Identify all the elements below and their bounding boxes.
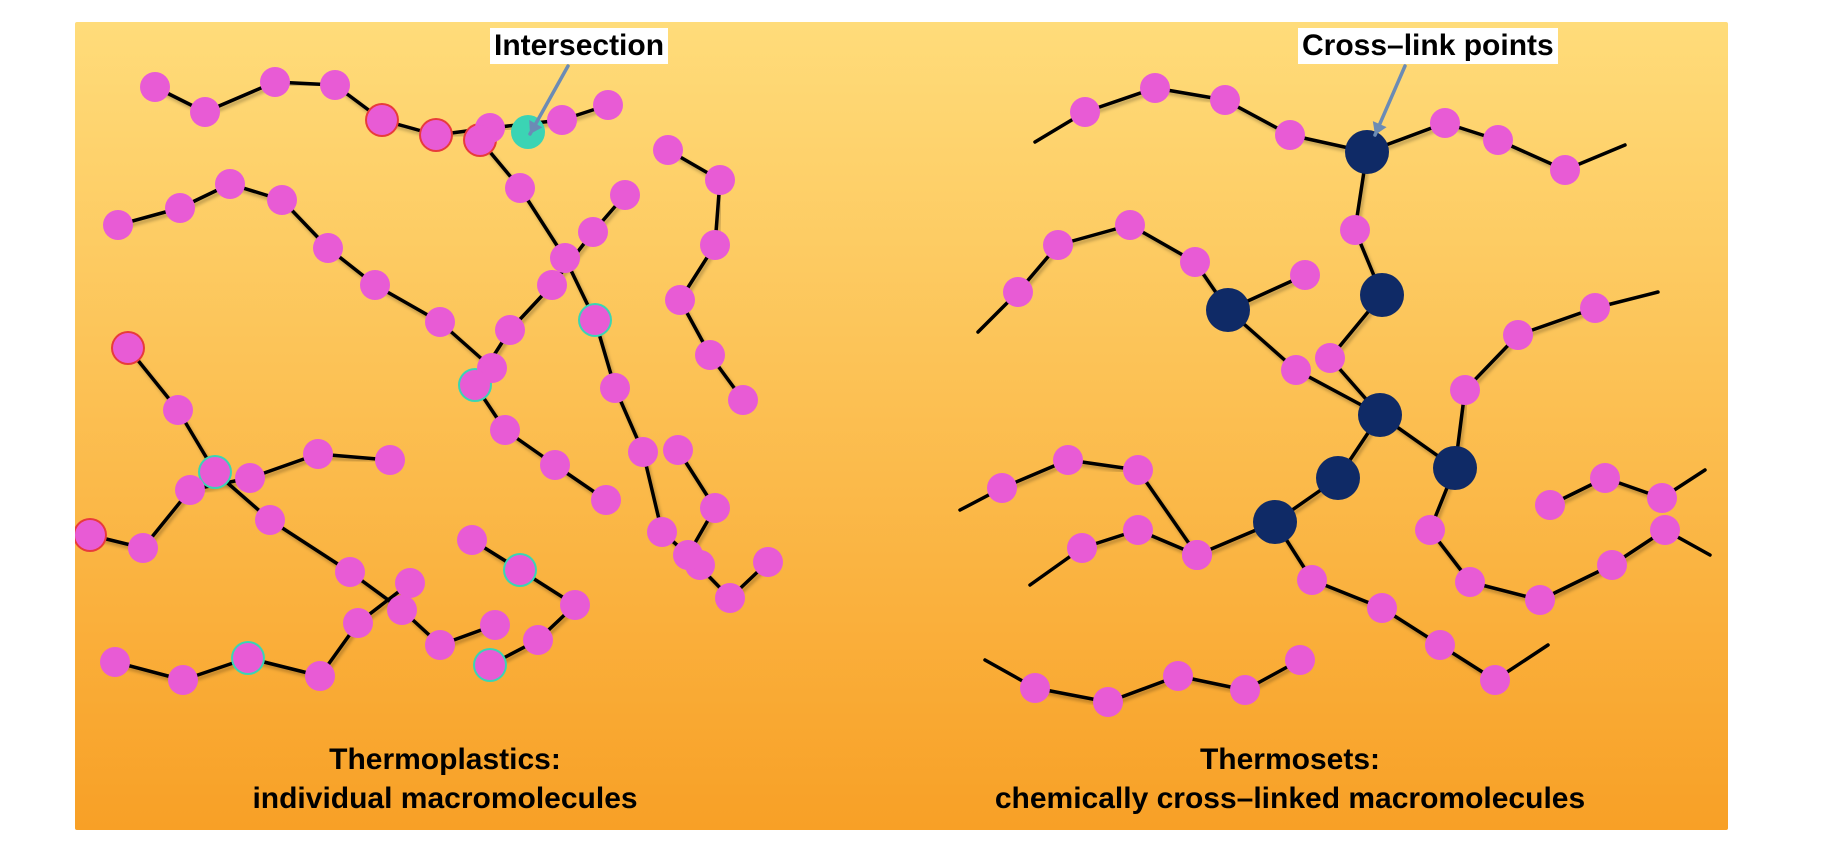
diagram-panel bbox=[75, 22, 1728, 830]
diagram-canvas: Intersection Cross–link points Thermopla… bbox=[0, 0, 1836, 861]
label-intersection-text: Intersection bbox=[494, 29, 664, 62]
label-thermosets: Thermosets: chemically cross–linked macr… bbox=[950, 740, 1630, 818]
label-crosslink-text: Cross–link points bbox=[1302, 29, 1554, 62]
label-crosslink: Cross–link points bbox=[1298, 28, 1558, 64]
label-intersection: Intersection bbox=[490, 28, 668, 64]
label-thermoplastics: Thermoplastics: individual macromolecule… bbox=[185, 740, 705, 818]
diagram-svg bbox=[75, 22, 1728, 830]
